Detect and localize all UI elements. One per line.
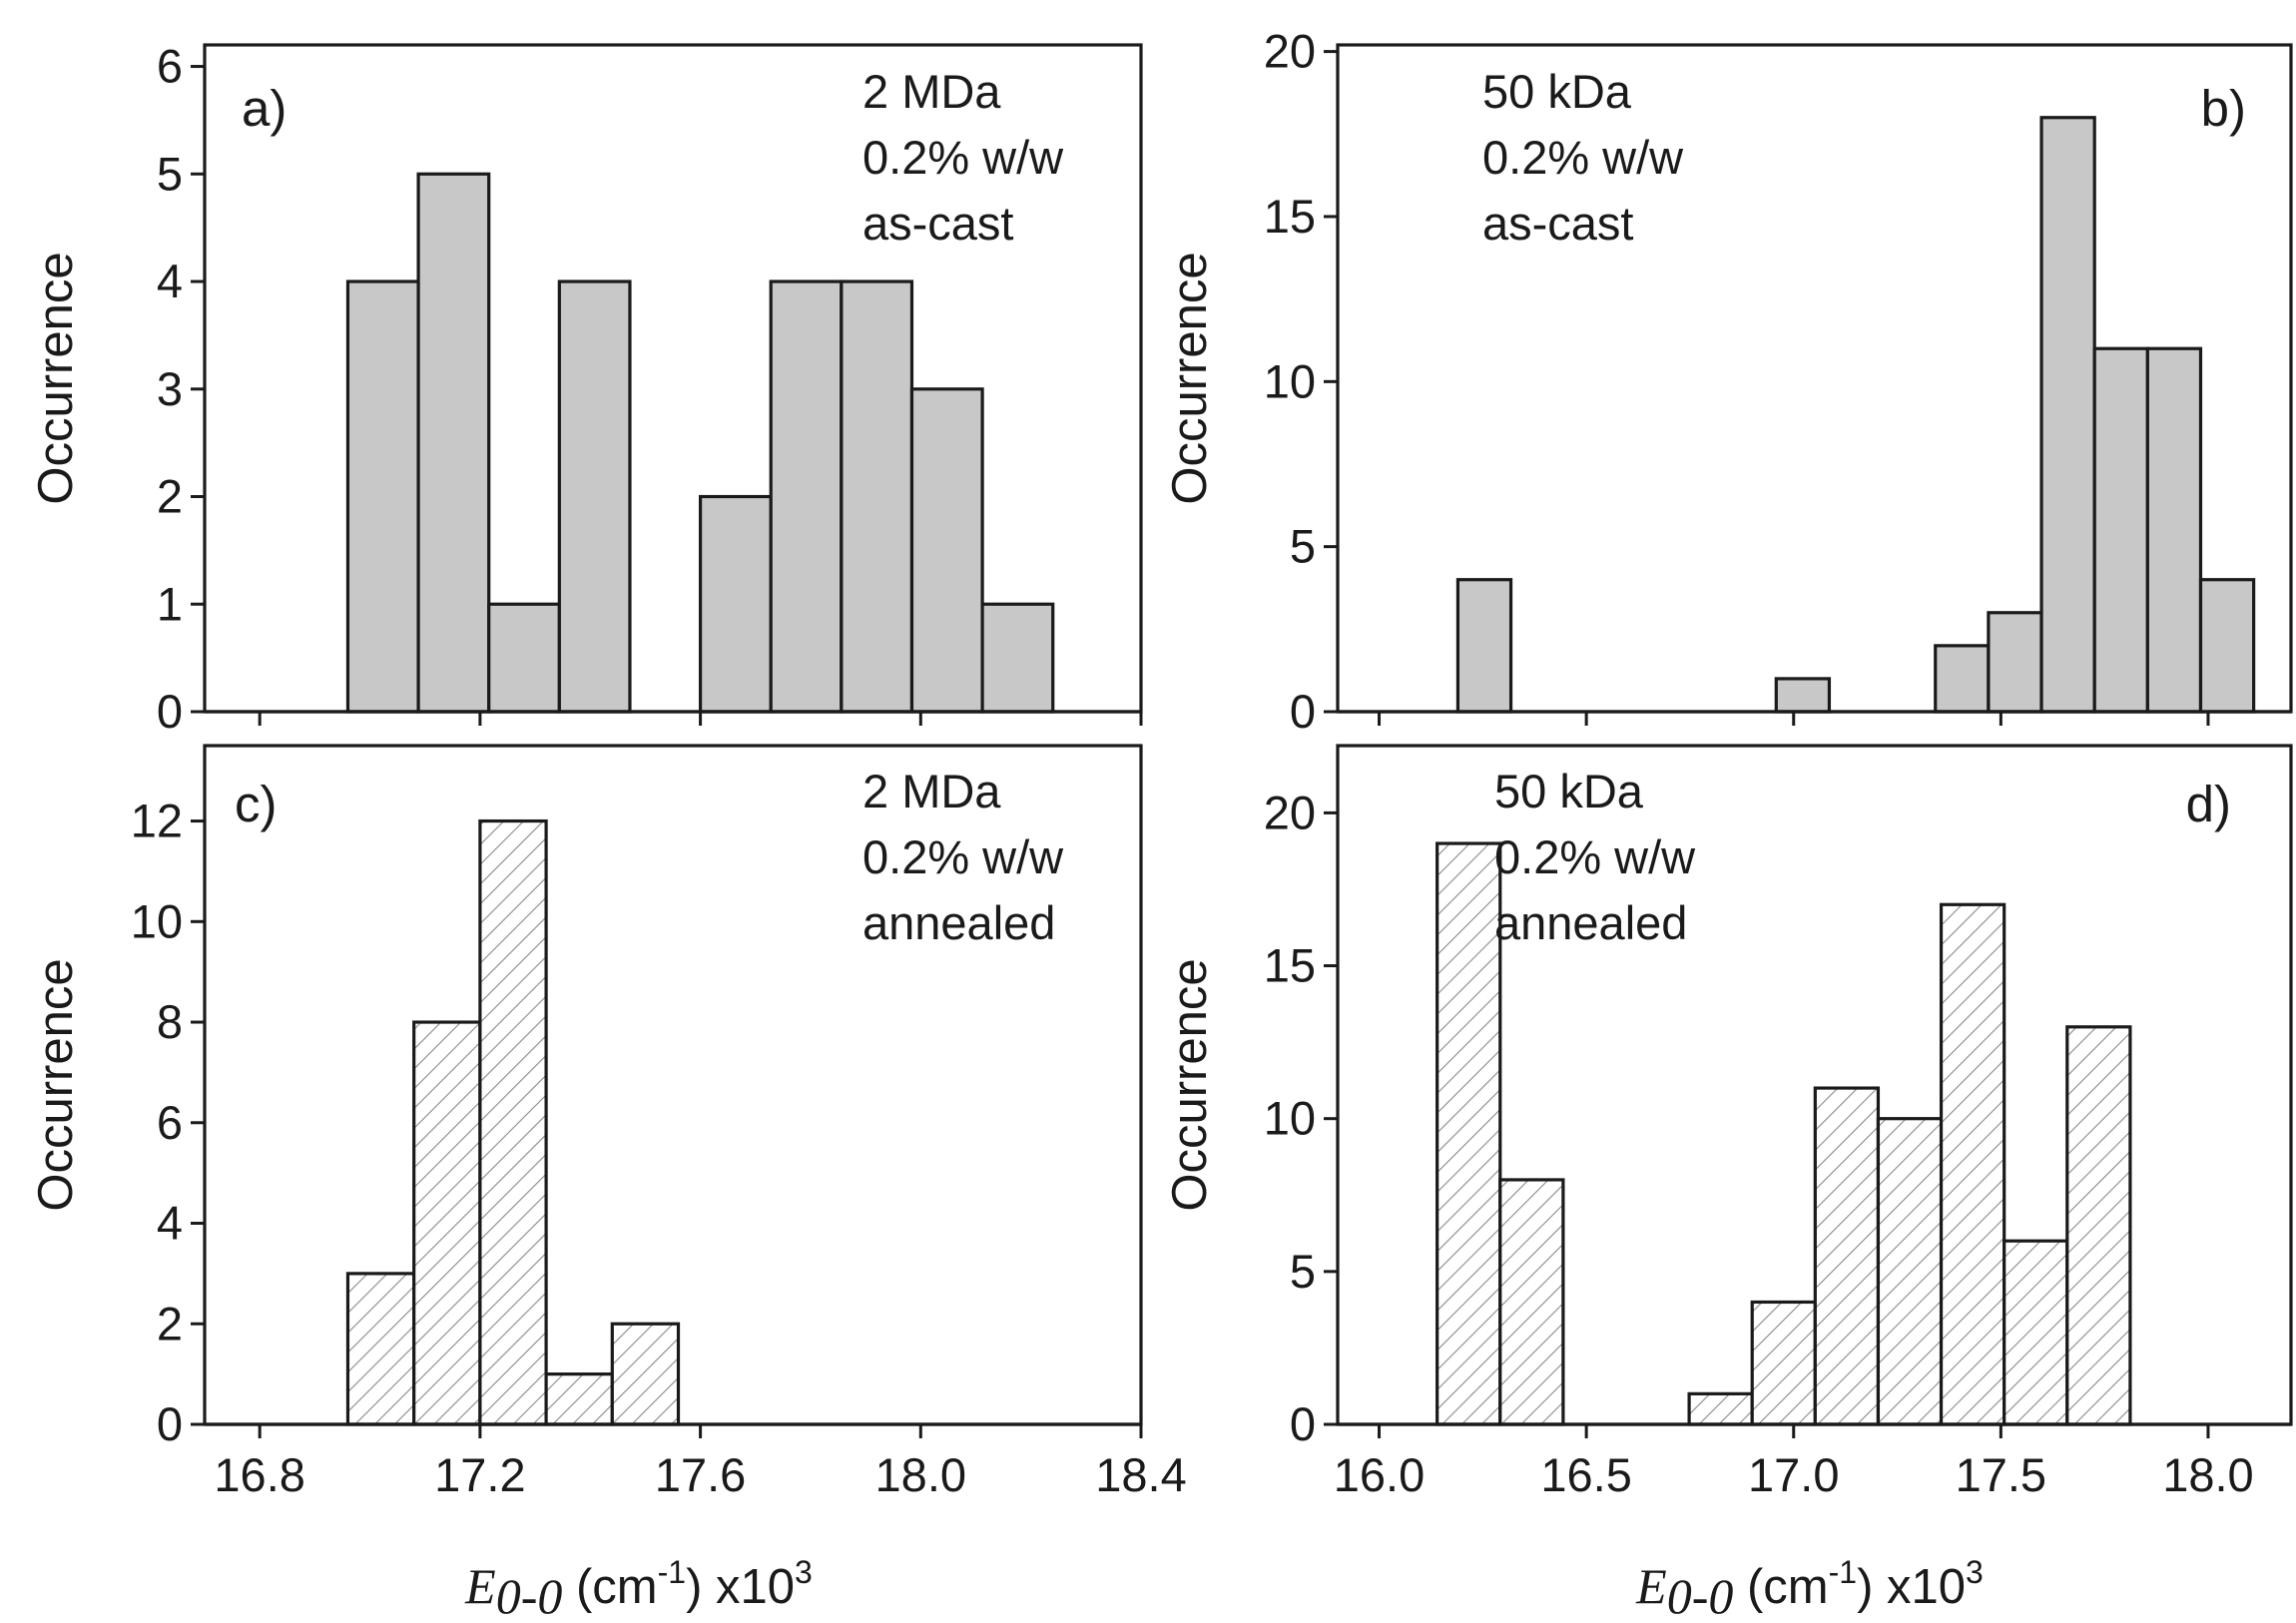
x-tick-label: 18.0 [875, 1448, 966, 1501]
histogram-bar [2092, 346, 2149, 714]
histogram-bar [2145, 346, 2203, 714]
plot-frame [1336, 744, 2293, 1426]
histogram-bar [557, 279, 632, 714]
histogram-bar [2003, 1239, 2069, 1426]
x-tick-label: 18.4 [1095, 1448, 1186, 1501]
panel-d: 0 5 10 15 20 16.0 16.5 17.0 17.5 18.0 Occurrence d)… [1163, 744, 2293, 1501]
y-tick-label: 6 [157, 1096, 183, 1149]
x-tick-label: 17.2 [434, 1448, 525, 1501]
y-tick-label: 4 [157, 255, 183, 307]
x-tick-label: 16.5 [1540, 1448, 1631, 1501]
plot-frame [203, 43, 1143, 714]
y-tick-label: 20 [1264, 25, 1316, 78]
sample-annotation-line: 0.2% w/w [1482, 131, 1684, 184]
y-tick-label: 0 [157, 1397, 183, 1450]
y-tick-label: 15 [1264, 190, 1316, 243]
histogram-bar [1498, 1178, 1565, 1426]
histogram-bar [1813, 1086, 1881, 1426]
histogram-bar [487, 602, 561, 714]
histogram-bar [1435, 841, 1502, 1426]
histogram-bar [769, 279, 844, 714]
y-tick-label: 20 [1264, 786, 1316, 838]
plot-frame [203, 744, 1143, 1426]
panel-label: b) [2201, 80, 2246, 137]
panel-c: 0 2 4 6 8 10 12 16.8 17.2 17.6 18.0 18.4 Occurrence c… [29, 744, 1187, 1501]
y-tick-label: 6 [157, 40, 183, 93]
histogram-bar [544, 1372, 614, 1426]
sample-annotation-line: 2 MDa [862, 765, 1001, 817]
y-axis-title: Occurrence [29, 252, 83, 504]
histogram-bar [840, 279, 914, 714]
panel-a: 0 1 2 3 4 5 6 Occurrence a) 2 MDa 0.2% w/w as-cast [29, 40, 1143, 738]
panel-b: 0 5 10 15 20 Occurrence b) 50 kDa 0.2% w/w as-cas… [1163, 25, 2293, 738]
y-tick-label: 10 [131, 894, 183, 947]
histogram-bar [478, 818, 548, 1426]
y-tick-label: 4 [157, 1197, 183, 1250]
x-tick-label: 18.0 [2162, 1448, 2253, 1501]
y-tick-label: 5 [157, 147, 183, 200]
y-tick-label: 1 [157, 577, 183, 630]
histogram-bar [1876, 1117, 1944, 1426]
y-tick-label: 0 [157, 685, 183, 738]
y-tick-label: 5 [1290, 520, 1316, 573]
histogram-bar [2039, 116, 2096, 714]
histogram-bar [1687, 1391, 1754, 1426]
histogram-bar [698, 494, 773, 714]
y-tick-label: 15 [1264, 939, 1316, 992]
x-tick-label: 17.0 [1748, 1448, 1839, 1501]
histogram-bar [416, 172, 491, 714]
histogram-bar [2198, 578, 2256, 714]
sample-annotation-line: annealed [1494, 896, 1687, 949]
sample-annotation-line: as-cast [1482, 197, 1634, 250]
histogram-bar [1987, 611, 2043, 714]
y-tick-label: 10 [1264, 354, 1316, 407]
sample-annotation-line: 0.2% w/w [1494, 830, 1696, 883]
y-tick-label: 10 [1264, 1092, 1316, 1145]
sample-annotation-line: 50 kDa [1494, 765, 1644, 817]
y-axis-title: Occurrence [1163, 252, 1217, 504]
histogram-bar [345, 279, 420, 714]
histogram-bar [610, 1322, 681, 1426]
x-tick-label: 16.8 [214, 1448, 304, 1501]
x-axis-title-right: E0-0 (cm-1) x103 [1635, 1554, 1984, 1623]
panel-label: c) [235, 776, 277, 832]
panel-label: a) [242, 80, 287, 137]
histogram-bar [345, 1272, 416, 1426]
histogram-bar [1774, 677, 1832, 714]
histogram-bar [2065, 1025, 2132, 1426]
x-tick-label: 17.6 [655, 1448, 746, 1501]
y-axis-title: Occurrence [29, 958, 83, 1211]
y-tick-label: 12 [131, 795, 183, 847]
histogram-bar [412, 1020, 482, 1426]
sample-annotation-line: as-cast [862, 197, 1014, 250]
y-tick-label: 8 [157, 995, 183, 1048]
y-tick-label: 2 [157, 1297, 183, 1350]
sample-annotation-line: 2 MDa [862, 65, 1001, 118]
histogram-bar [909, 387, 984, 714]
histogram-bar [1939, 902, 2007, 1426]
histogram-bar [980, 602, 1055, 714]
y-tick-label: 0 [1290, 685, 1316, 738]
y-tick-label: 5 [1290, 1245, 1316, 1298]
sample-annotation-line: 50 kDa [1482, 65, 1632, 118]
x-axis-title-left: E0-0 (cm-1) x103 [464, 1554, 813, 1623]
sample-annotation-line: 0.2% w/w [862, 830, 1064, 883]
panel-label: d) [2186, 776, 2231, 832]
histogram-bar [1455, 578, 1513, 714]
plot-frame [1336, 43, 2293, 714]
histogram-bar [1934, 644, 1991, 714]
y-tick-label: 2 [157, 470, 183, 523]
sample-annotation-line: annealed [862, 896, 1055, 949]
y-tick-label: 0 [1290, 1397, 1316, 1450]
y-axis-title: Occurrence [1163, 958, 1217, 1211]
histogram-bar [1750, 1300, 1817, 1426]
y-tick-label: 3 [157, 362, 183, 415]
sample-annotation-line: 0.2% w/w [862, 131, 1064, 184]
x-tick-label: 16.0 [1334, 1448, 1425, 1501]
x-tick-label: 17.5 [1956, 1448, 2046, 1501]
